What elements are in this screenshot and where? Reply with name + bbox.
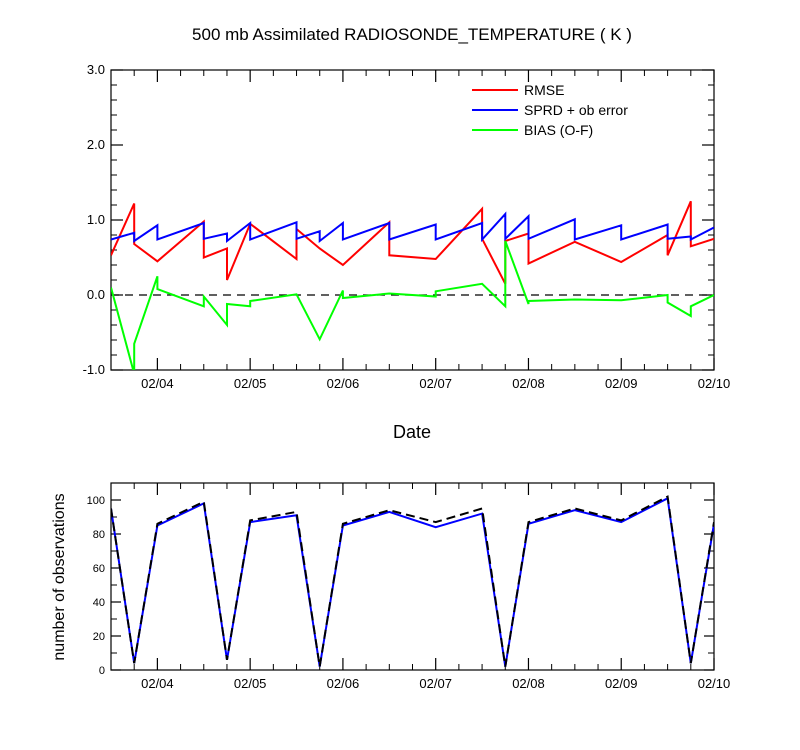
y-tick-label: 1.0 <box>87 212 105 227</box>
x-tick-label: 02/08 <box>512 376 545 391</box>
y-tick-label: 20 <box>93 631 105 643</box>
x-axis-label: Date <box>393 422 431 442</box>
x-tick-label: 02/04 <box>141 676 174 691</box>
chart-title: 500 mb Assimilated RADIOSONDE_TEMPERATUR… <box>192 25 632 44</box>
x-tick-label: 02/05 <box>234 376 267 391</box>
series-line-series-1 <box>111 495 714 667</box>
legend-entry: BIAS (O-F) <box>524 122 593 138</box>
bottom-chart-panel: 02/04 02/05 02/06 02/07 02/08 02/09 02/10 100 80… <box>87 482 731 691</box>
x-tick-label: 02/07 <box>419 376 452 391</box>
x-tick-label: 02/06 <box>327 676 360 691</box>
y-tick-label: 2.0 <box>87 137 105 152</box>
y-tick-label: 100 <box>87 495 105 507</box>
y-tick-label: 0.0 <box>87 287 105 302</box>
x-tick-label: 02/10 <box>698 376 731 391</box>
y-axis-label: number of observations <box>51 493 68 660</box>
x-tick-label: 02/04 <box>141 376 174 391</box>
y-tick-label: 80 <box>93 529 105 541</box>
y-tick-label: 0 <box>99 665 105 677</box>
x-tick-label: 02/08 <box>512 676 545 691</box>
x-tick-label: 02/09 <box>605 676 638 691</box>
x-tick-label: 02/07 <box>419 676 452 691</box>
legend-entry: RMSE <box>524 82 564 98</box>
series-line-bias-o-f <box>111 240 714 370</box>
series-line-rmse <box>111 200 714 285</box>
series-line-sprd-ob-error <box>111 211 714 244</box>
x-tick-label: 02/05 <box>234 676 267 691</box>
y-tick-label: 40 <box>93 597 105 609</box>
x-tick-label: 02/09 <box>605 376 638 391</box>
legend-entry: SPRD + ob error <box>524 102 628 118</box>
y-tick-label: -1.0 <box>83 362 105 377</box>
x-tick-label: 02/10 <box>698 676 731 691</box>
top-chart-panel: 02/04 02/05 02/06 02/07 02/08 02/09 02/10 3.0 2.… <box>83 62 731 391</box>
x-tick-label: 02/06 <box>327 376 360 391</box>
y-tick-label: 3.0 <box>87 62 105 77</box>
y-tick-label: 60 <box>93 563 105 575</box>
